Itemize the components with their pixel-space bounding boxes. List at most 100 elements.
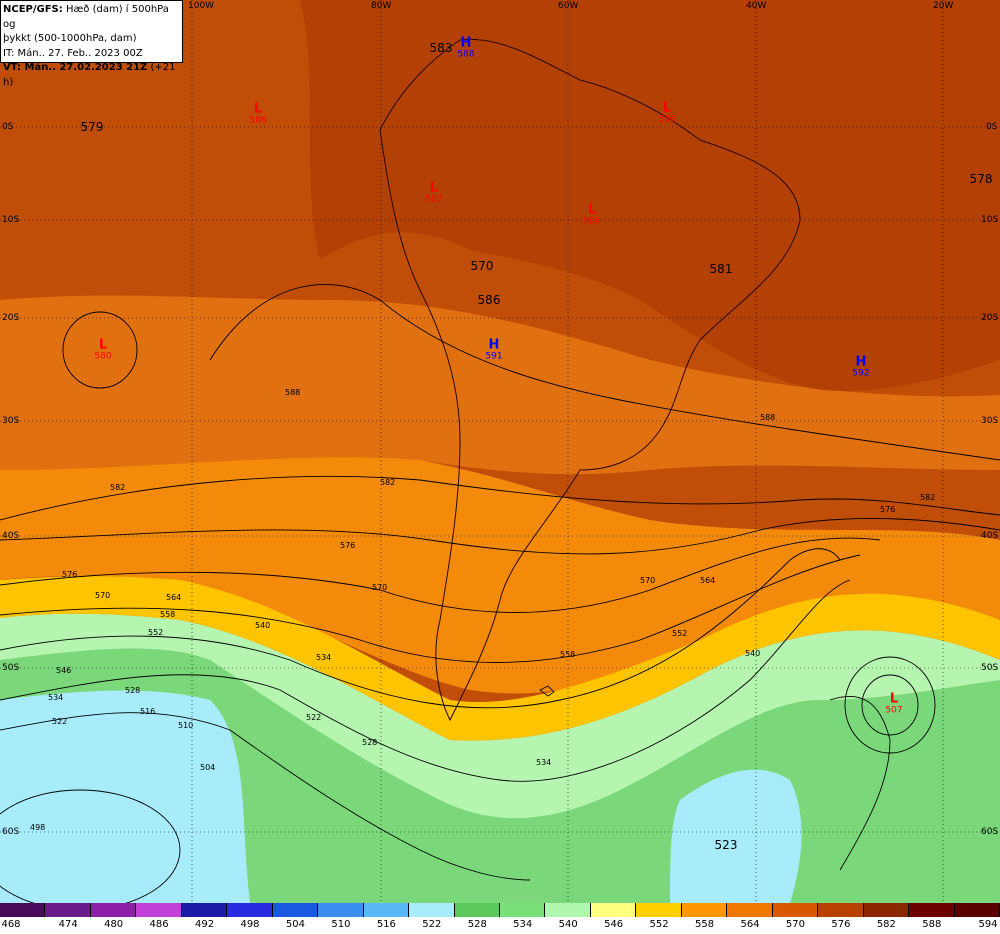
colorbar-swatches [0,903,1000,917]
colorbar-swatch [636,903,682,917]
colorbar-label: 510 [331,919,351,930]
forecast-hour: (+21 h) [3,62,176,88]
high-center: H 591 [485,339,502,362]
lat-label: 30S [2,416,20,426]
center-value: 586 [583,216,601,227]
colorbar-swatch [318,903,364,917]
contour-label: 528 [125,686,140,695]
band-522b [670,769,802,903]
colorbar-swatch [727,903,773,917]
colorbar-swatch [590,903,637,917]
lat-label: 30S [981,416,999,426]
contour-label: 570 [640,576,655,585]
colorbar-label: 582 [876,919,896,930]
colorbar-label: 492 [194,919,215,930]
band-582 [0,295,1000,475]
center-value: 507 [885,705,903,716]
contour-label: 534 [48,693,63,702]
valid-time: VT: Mán.. 27.02.2023 21Z [3,62,148,73]
lat-label: 10S [981,215,999,225]
contour-label: 504 [200,763,215,772]
lat-label: 0S [2,122,14,132]
contour-label: 576 [62,570,77,579]
colorbar-swatch [45,903,91,917]
contour-labels: 582 582 582 588 588 576 576 576 570 570 … [30,388,935,832]
colorbar-label: 594 [978,919,998,930]
colorbar-label: 540 [558,919,578,930]
height-value: 578 [969,172,993,186]
contour-label: 582 [110,483,125,492]
contour-label: 540 [745,649,760,658]
colorbar-label: 546 [604,919,624,930]
low-center: L 507 [885,693,902,716]
height-value: 586 [477,293,501,307]
center-value: 586 [249,115,267,126]
colorbar-label: 474 [58,919,78,930]
lon-label: 40W [746,1,767,11]
high-center: H 592 [852,356,869,379]
center-type: H [855,354,867,370]
lon-label: 60W [558,1,579,11]
colorbar-swatch [681,903,728,917]
colorbar-swatch [272,903,319,917]
colorbar-swatch [409,903,455,917]
colorbar-label: 522 [422,919,442,930]
band-570 [0,457,1000,694]
colorbar-label: 480 [104,919,124,930]
center-value: 588 [457,49,475,60]
contour-label: 528 [362,738,377,747]
center-value: 591 [485,351,503,362]
thickness-colorbar: 468 474 480 486 492 498 504 510 516 522 528 534 540 5… [0,903,1000,934]
lat-label: 60S [2,827,20,837]
field-desc: Hæð (dam) í 500hPa og [3,4,169,30]
colorbar-label: 498 [240,919,260,930]
center-value: 580 [94,351,112,362]
colorbar-swatch [363,903,410,917]
lon-label: 100W [188,1,215,11]
band-558 [0,576,1000,741]
colorbar-label: 504 [285,919,305,930]
low-center: L 580 [94,339,111,362]
center-type: L [98,337,108,353]
contour-label: 582 [920,493,935,502]
info-line-1: NCEP/GFS: Hæð (dam) í 500hPa og [3,3,180,32]
height-value: 523 [714,838,738,852]
low-center: L 586 [583,204,600,227]
lat-label: 40S [981,531,999,541]
center-type: L [587,202,597,218]
contour-label: 522 [306,713,321,722]
colorbar-swatch [0,903,46,917]
lat-label: 0S [986,122,998,132]
lat-label: 50S [981,663,999,673]
low-center-contour-south [844,656,936,754]
contour-label: 498 [30,823,45,832]
lat-label: 60S [981,827,999,837]
contour-label: 534 [316,653,331,662]
band-588-core [300,0,1000,391]
contour-label: 564 [166,593,181,602]
colorbar-label: 516 [376,919,396,930]
low-center-contour-west [62,311,138,389]
colorbar-swatch [545,903,591,917]
colorbar-swatch [772,903,819,917]
colorbar-label: 570 [785,919,805,930]
contour-label: 540 [255,621,270,630]
falklands-islands [539,685,555,697]
colorbar-swatch [90,903,137,917]
contour-label: 552 [672,629,687,638]
contour-label: 588 [285,388,300,397]
contour-label: 576 [880,505,895,514]
lon-label: 80W [371,1,392,11]
contour-label: 582 [380,478,395,487]
colorbar-swatch [954,903,1000,917]
contour-label: 552 [148,628,163,637]
colorbar-label: 552 [649,919,669,930]
lat-label: 20S [2,313,20,323]
info-line-3: IT: Mán.. 27. Feb.. 2023 00Z [3,47,143,59]
contour-label: 576 [340,541,355,550]
center-value: 587 [425,194,443,205]
lat-lon-grid [0,0,1000,903]
center-type: H [460,35,472,51]
colorbar-label: 576 [831,919,851,930]
center-type: L [429,180,439,196]
